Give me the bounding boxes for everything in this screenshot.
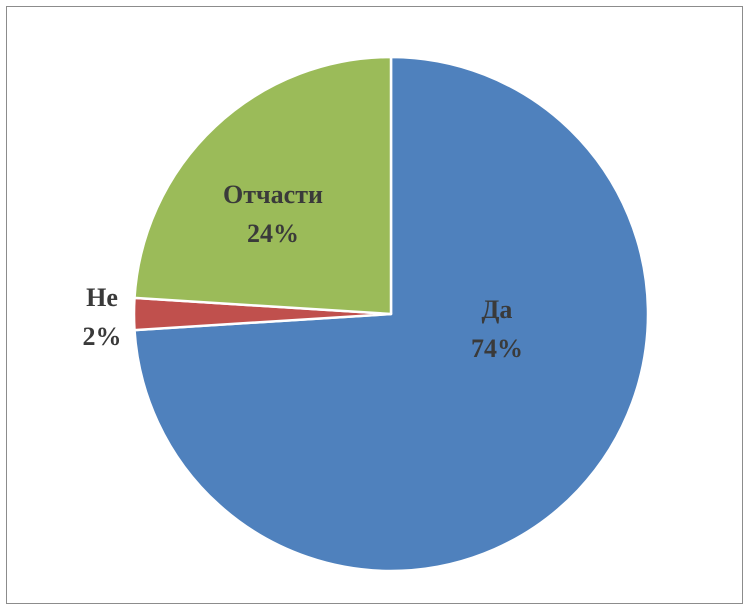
slice-category-label: Да xyxy=(482,295,513,324)
pie-slice-3 xyxy=(133,55,393,316)
slice-category-label: Отчасти xyxy=(223,180,323,209)
slice-category-label: Не xyxy=(86,283,118,312)
slice-label-3: Отчасти 24% xyxy=(223,180,323,248)
slice-percent-label: 74% xyxy=(471,334,523,363)
slice-percent-label: 24% xyxy=(247,219,299,248)
slice-percent-label: 2% xyxy=(83,322,122,351)
pie-labels: Да 74% Не 2% Отчасти 24% xyxy=(83,180,524,363)
pie-slices xyxy=(132,55,650,573)
slice-label-2: Не 2% xyxy=(83,283,122,351)
slice-label-1: Да 74% xyxy=(471,295,523,363)
